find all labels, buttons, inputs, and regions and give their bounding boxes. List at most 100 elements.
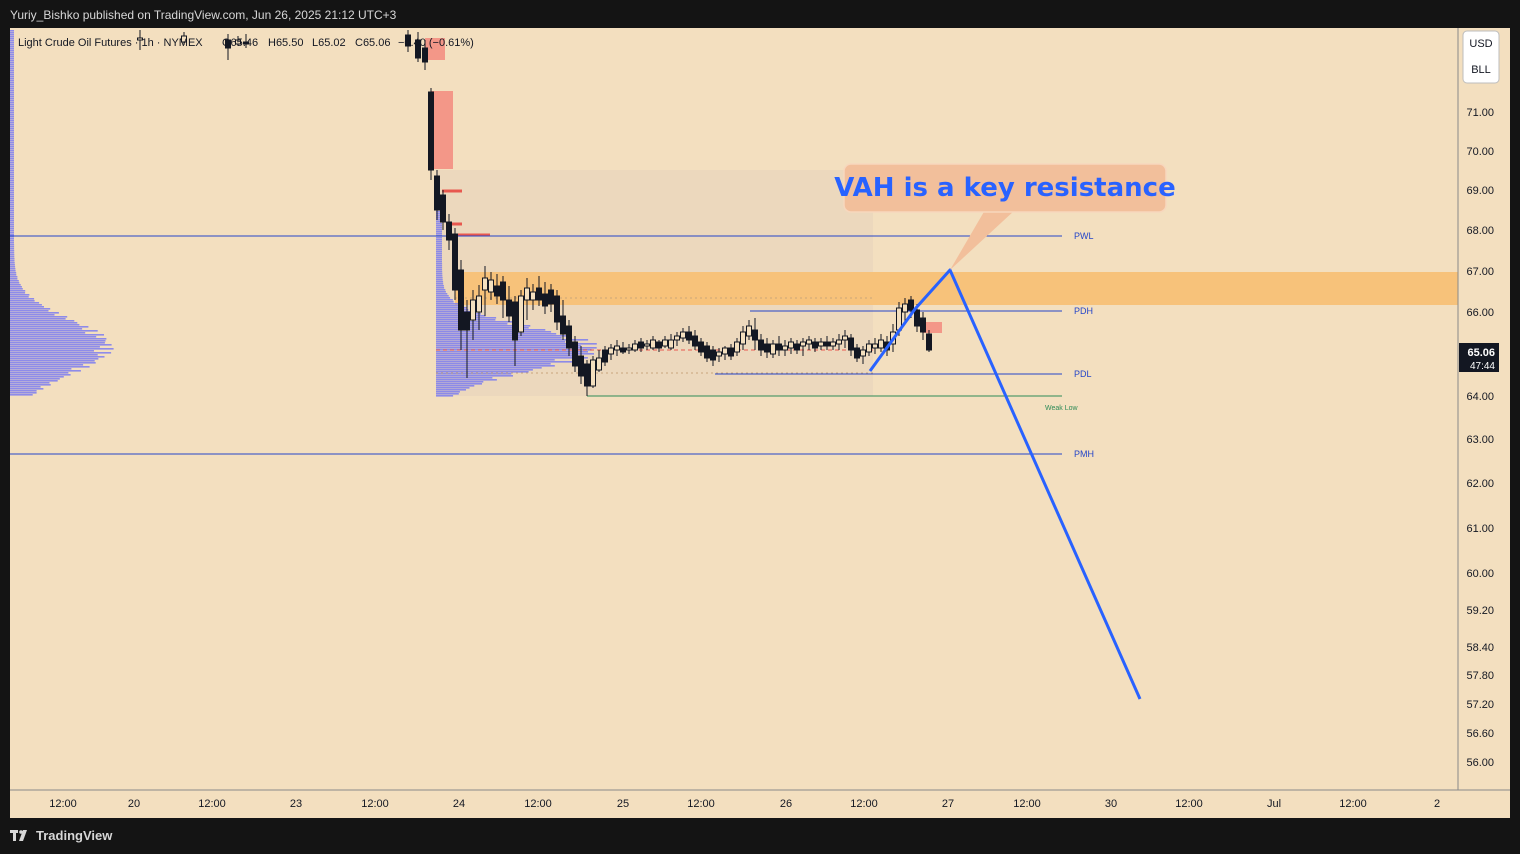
volume-bar [10,192,14,194]
candle-body [656,341,662,349]
volume-bar [10,278,18,280]
volume-bar [10,394,33,396]
bar-countdown: 47:44 [1470,361,1495,372]
time-tick-label: 12:00 [1013,798,1041,810]
volume-bar [10,48,14,50]
candle-body [830,341,836,347]
volume-bar [436,249,442,251]
volume-bar [10,158,14,160]
candle-body [704,345,710,359]
candle-body [488,279,494,293]
volume-bar [436,219,442,221]
volume-bar [10,98,14,100]
price-tick-label: 66.00 [1466,307,1494,319]
candle-body [428,91,434,171]
volume-bar [10,196,14,198]
volume-bar [436,283,444,285]
volume-bar [10,382,50,384]
volume-bar [10,290,26,292]
volume-bar [10,324,80,326]
candle-body [698,341,704,353]
candle-body [866,343,872,353]
volume-bar [10,310,49,312]
volume-bar [10,66,14,68]
candle-body [494,285,500,297]
tradingview-brand[interactable]: TradingView [10,828,112,843]
price-tick-label: 60.00 [1466,568,1494,580]
chart-canvas[interactable]: PWL PDH PDL PMH Weak Low VAH is a key re… [10,28,1510,818]
volume-bar [10,270,16,272]
currency-unit: BLL [1471,64,1491,76]
volume-bar [10,252,15,254]
currency-selector[interactable]: USD BLL [1462,30,1500,84]
volume-bar [10,280,19,282]
currency-box[interactable] [1462,30,1500,84]
volume-bar [10,162,14,164]
volume-bar [436,239,442,241]
time-axis[interactable]: 12:00 20 12:00 23 12:00 24 12:00 25 12:00 26 12:00… [49,798,1440,810]
time-tick-label: 12:00 [687,798,715,810]
volume-bar [436,359,555,361]
volume-bar [10,202,14,204]
price-axis[interactable]: 71.00 70.00 69.00 68.00 67.00 66.00 64.00 63.00… [1466,107,1494,769]
volume-bar [436,375,513,377]
candle-body [632,343,638,351]
ohlc-low: L65.02 [312,37,346,49]
pdl-label: PDL [1074,369,1092,379]
volume-bar [10,78,14,80]
candle-body [806,339,812,345]
ohlc-high: H65.50 [268,37,303,49]
candle-body [482,277,488,291]
candle-body [914,309,920,327]
candle-body [572,341,578,367]
candle-body [440,194,446,223]
volume-bar [10,94,14,96]
volume-bar [436,367,542,369]
volume-bar [10,124,14,126]
current-price-box [1459,343,1499,372]
volume-bar [10,152,14,154]
candle-body [836,339,842,345]
volume-bar [436,325,531,327]
volume-bar [436,225,442,227]
volume-bar [10,322,78,324]
volume-bar [436,395,454,397]
candle-body [680,331,686,339]
projection-path[interactable] [868,268,1142,700]
volume-bar [10,184,14,186]
volume-bar [10,74,14,76]
volume-bar [10,172,14,174]
volume-bar [10,232,14,234]
volume-bar [436,289,446,291]
ohlc-close: C65.06 [355,37,390,49]
candle-body [722,347,728,355]
volume-bar [10,226,14,228]
volume-bar [436,381,484,383]
candle-body [225,39,231,49]
volume-bar [10,134,14,136]
candle-body [602,349,608,363]
price-tick-label: 61.00 [1466,523,1494,535]
candle-body [848,337,854,351]
volume-bar [436,295,449,297]
volume-bar [436,211,442,213]
volume-bar [10,52,14,54]
volume-bar [10,392,37,394]
callout[interactable]: VAH is a key resistance [834,163,1176,270]
callout-pointer [950,210,1015,270]
volume-bar [10,128,14,130]
volume-bar [10,306,44,308]
volume-bar [10,316,68,318]
volume-bar [10,366,90,368]
chart-frame[interactable]: PWL PDH PDL PMH Weak Low VAH is a key re… [10,28,1510,818]
volume-bar [436,373,512,375]
volume-bar [10,176,14,178]
volume-bar [10,354,98,356]
candle-body [470,299,476,321]
volume-bar [10,92,14,94]
volume-bar [10,112,14,114]
volume-bar [10,132,14,134]
weak-low-label: Weak Low [1045,405,1078,412]
volume-bar [10,386,41,388]
volume-bar [436,229,442,231]
